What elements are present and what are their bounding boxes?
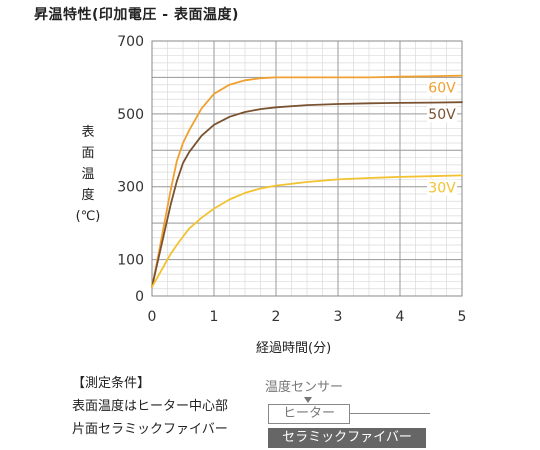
conditions-line-2: 片面セラミックファイバー: [72, 422, 228, 437]
y-tick-label: 0: [135, 289, 144, 305]
y-tick-label: 700: [117, 34, 144, 50]
diagram-line: [350, 413, 430, 414]
x-axis-label: 経過時間(分): [256, 341, 332, 356]
series-line-60v: [151, 74, 463, 288]
series-line-50v: [151, 101, 463, 288]
x-tick-label: 0: [148, 309, 157, 325]
series-label-50v: 50V: [428, 107, 456, 123]
ceramic-fiber-bar: セラミックファイバー: [268, 428, 426, 448]
chart-svg: 0 1 2 3 4 5 0 100 300 500 700 60V 50V 30V: [117, 34, 467, 325]
heater-box: ヒーター: [268, 404, 350, 424]
series-label-bg-50v: [427, 106, 457, 123]
x-tick-label: 4: [396, 309, 405, 325]
x-tick-label: 3: [334, 309, 343, 325]
conditions-line-1: 表面温度はヒーター中心部: [72, 399, 229, 414]
conditions-block: 【測定条件】 表面温度はヒーター中心部 片面セラミックファイバー: [72, 372, 228, 441]
x-tick-label: 2: [272, 309, 281, 325]
sensor-label: 温度センサー: [265, 380, 344, 395]
y-tick-label: 300: [117, 180, 144, 196]
y-axis-label: 表 面 温 度 (℃): [75, 125, 101, 224]
series-label-60v: 60V: [428, 81, 456, 97]
series-line-30v: [151, 174, 463, 288]
x-tick-label: 5: [458, 309, 467, 325]
conditions-header: 【測定条件】: [72, 376, 151, 391]
series-label-bg-30v: [427, 179, 457, 196]
sensor-arrow-icon: [304, 397, 312, 403]
y-tick-label: 100: [117, 253, 144, 269]
series-label-30v: 30V: [428, 180, 456, 196]
y-tick-label: 500: [117, 107, 144, 123]
plot-frame: [151, 40, 463, 297]
chart-title: 昇温特性(印加電圧 - 表面温度): [34, 7, 239, 23]
x-tick-label: 1: [210, 309, 219, 325]
series-label-bg-60v: [427, 79, 457, 96]
